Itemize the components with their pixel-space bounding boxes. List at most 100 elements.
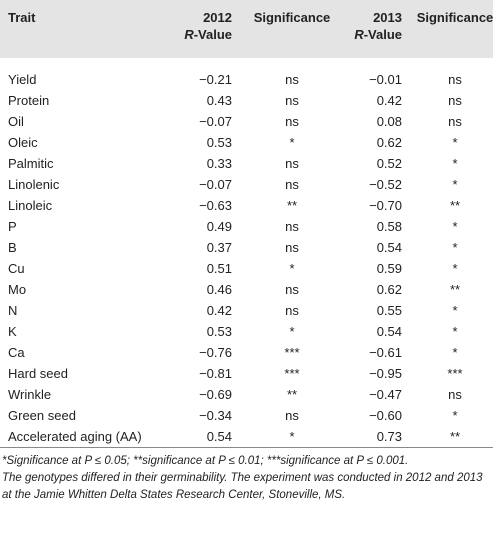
value-cell: *: [452, 408, 458, 423]
value-cell: −0.95: [369, 366, 402, 381]
trait-cell: Mo: [8, 282, 27, 297]
trait-cell: B: [8, 240, 17, 255]
value-cell: 0.43: [206, 93, 232, 108]
value-cell: ns: [285, 93, 299, 108]
value-cell: 0.42: [206, 303, 232, 318]
value-cell: ns: [285, 219, 299, 234]
header-cell: Trait: [8, 10, 36, 25]
value-cell: 0.53: [206, 324, 232, 339]
value-cell: −0.34: [199, 408, 232, 423]
value-cell: −0.01: [369, 72, 402, 87]
value-cell: 0.53: [206, 135, 232, 150]
value-cell: *: [289, 261, 295, 276]
value-cell: −0.07: [199, 177, 232, 192]
header-band: [0, 0, 493, 58]
value-cell: **: [286, 198, 298, 213]
value-cell: −0.63: [199, 198, 232, 213]
trait-cell: Ca: [8, 345, 25, 360]
value-cell: −0.60: [369, 408, 402, 423]
header-r: R: [184, 27, 194, 42]
value-cell: *: [452, 156, 458, 171]
value-cell: 0.37: [206, 240, 232, 255]
trait-cell: Green seed: [8, 408, 76, 423]
value-cell: ns: [285, 303, 299, 318]
value-cell: 0.54: [376, 240, 402, 255]
footnote: The genotypes differed in their germinab…: [2, 472, 483, 501]
value-cell: *: [289, 324, 295, 339]
value-cell: −0.81: [199, 366, 232, 381]
value-cell: 0.62: [376, 282, 402, 297]
value-cell: ***: [284, 366, 300, 381]
header-year: 2012: [203, 10, 232, 25]
trait-cell: Protein: [8, 93, 50, 108]
header-cell: Significance: [253, 10, 331, 25]
value-cell: ns: [448, 114, 462, 129]
value-cell: *: [452, 219, 458, 234]
value-cell: ***: [284, 345, 300, 360]
value-cell: −0.07: [199, 114, 232, 129]
value-cell: *: [452, 135, 458, 150]
footnote: *Significance at P ≤ 0.05; **significanc…: [2, 455, 409, 467]
value-cell: 0.55: [376, 303, 402, 318]
value-cell: *: [452, 261, 458, 276]
header-cell: 2013 R-Value: [342, 9, 402, 43]
value-cell: 0.59: [376, 261, 402, 276]
trait-cell: Linoleic: [8, 198, 53, 213]
trait-cell: K: [8, 324, 17, 339]
value-cell: 0.54: [376, 324, 402, 339]
value-cell: 0.51: [206, 261, 232, 276]
value-cell: ns: [285, 72, 299, 87]
value-cell: *: [452, 345, 458, 360]
value-cell: −0.69: [199, 387, 232, 402]
header-suffix: -Value: [363, 27, 402, 42]
header-suffix: -Value: [193, 27, 232, 42]
value-cell: ns: [448, 93, 462, 108]
value-cell: *: [452, 240, 458, 255]
value-cell: 0.62: [376, 135, 402, 150]
trait-cell: Palmitic: [8, 156, 54, 171]
value-cell: 0.42: [376, 93, 402, 108]
value-cell: **: [449, 282, 461, 297]
value-cell: 0.73: [376, 429, 402, 444]
trait-cell: Hard seed: [8, 366, 68, 381]
value-cell: ns: [285, 177, 299, 192]
value-cell: −0.61: [369, 345, 402, 360]
header-cell: Significance: [416, 10, 493, 25]
value-cell: ns: [448, 72, 462, 87]
value-cell: 0.58: [376, 219, 402, 234]
value-cell: *: [452, 303, 458, 318]
value-cell: 0.49: [206, 219, 232, 234]
value-cell: ns: [285, 282, 299, 297]
trait-cell: Accelerated aging (AA): [8, 429, 142, 444]
value-cell: **: [449, 429, 461, 444]
value-cell: 0.33: [206, 156, 232, 171]
trait-cell: P: [8, 219, 17, 234]
value-cell: −0.52: [369, 177, 402, 192]
header-year: 2013: [373, 10, 402, 25]
value-cell: 0.08: [376, 114, 402, 129]
trait-cell: Linolenic: [8, 177, 60, 192]
trait-cell: N: [8, 303, 18, 318]
trait-cell: Oleic: [8, 135, 38, 150]
value-cell: **: [286, 387, 298, 402]
value-cell: ns: [448, 387, 462, 402]
value-cell: 0.54: [206, 429, 232, 444]
value-cell: ns: [285, 240, 299, 255]
value-cell: *: [289, 135, 295, 150]
header-cell: 2012 R-Value: [172, 9, 232, 43]
value-cell: ***: [447, 366, 463, 381]
value-cell: ns: [285, 156, 299, 171]
value-cell: −0.70: [369, 198, 402, 213]
trait-cell: Yield: [8, 72, 37, 87]
value-cell: *: [452, 324, 458, 339]
value-cell: **: [449, 198, 461, 213]
value-cell: *: [452, 177, 458, 192]
value-cell: ns: [285, 114, 299, 129]
trait-cell: Cu: [8, 261, 25, 276]
value-cell: −0.76: [199, 345, 232, 360]
trait-cell: Wrinkle: [8, 387, 52, 402]
value-cell: −0.21: [199, 72, 232, 87]
value-cell: 0.46: [206, 282, 232, 297]
bottom-rule: [0, 447, 493, 448]
